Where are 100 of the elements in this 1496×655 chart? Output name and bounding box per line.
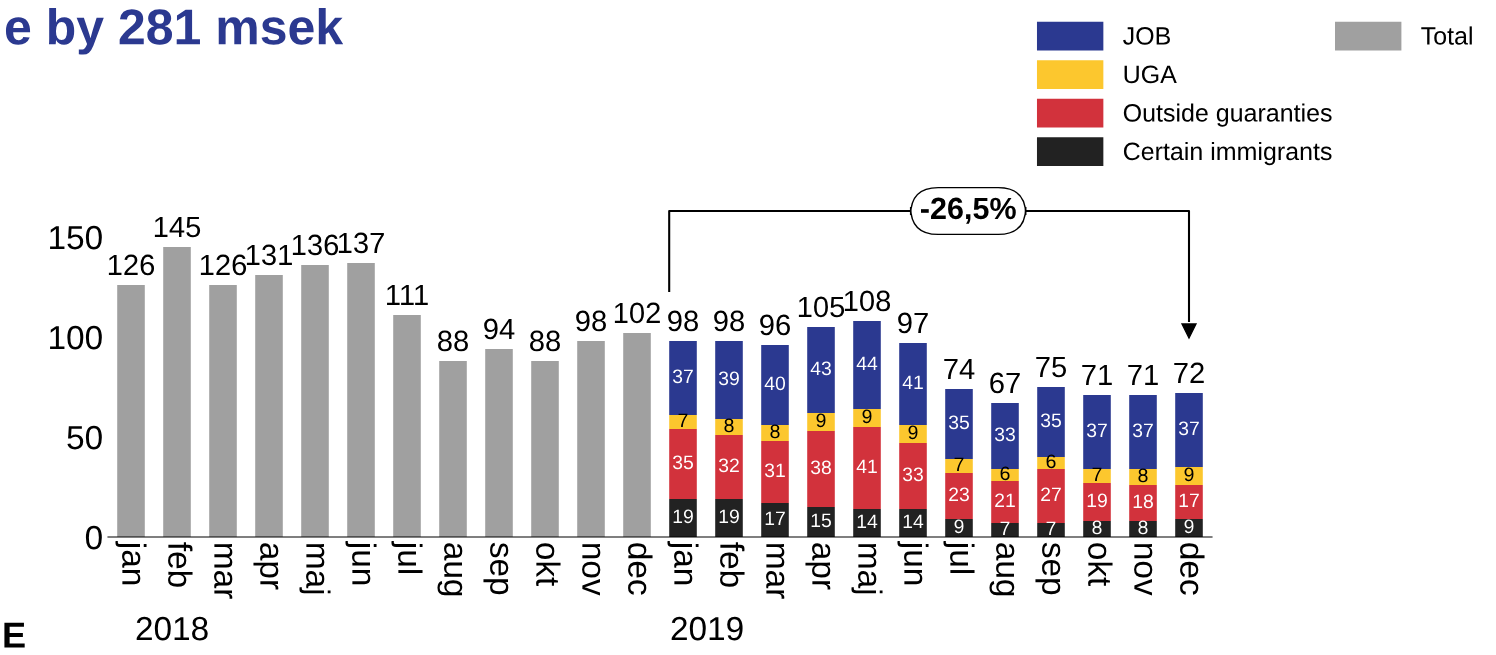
- bar: [853, 321, 881, 409]
- legend-label: Certain immigrants: [1123, 141, 1332, 166]
- x-tick-label: apr: [805, 543, 831, 590]
- data-label: 21: [995, 493, 1015, 508]
- data-label: 37: [1178, 421, 1199, 436]
- x-tick-label: sep: [483, 542, 509, 595]
- data-label: 131: [246, 244, 292, 266]
- total-label: 96: [760, 314, 790, 336]
- data-label: 9: [1184, 467, 1194, 482]
- data-label: 7: [1000, 521, 1010, 536]
- data-label: 33: [994, 427, 1015, 442]
- bar: [255, 275, 283, 537]
- bar: [1083, 395, 1111, 469]
- legend-label: UGA: [1124, 65, 1177, 84]
- data-label: 37: [1086, 423, 1107, 438]
- x-tick-label: feb: [168, 542, 193, 587]
- data-label: 32: [718, 458, 739, 473]
- x-tick-label: dec: [1180, 543, 1205, 595]
- data-label: 35: [672, 455, 693, 470]
- data-label: 31: [764, 463, 785, 478]
- bar: [209, 285, 237, 537]
- x-tick-label: jan: [115, 541, 147, 585]
- data-label: 43: [810, 361, 831, 376]
- y-tick-label: 0: [85, 525, 102, 550]
- data-label: 145: [154, 216, 201, 238]
- bar: [715, 435, 743, 499]
- bar: [945, 459, 973, 473]
- data-label: 102: [614, 302, 660, 324]
- x-tick-label: aug: [437, 543, 463, 596]
- bar: [715, 499, 743, 537]
- total-label: 71: [1128, 364, 1158, 385]
- bar: [669, 429, 697, 499]
- x-tick-label: okt: [1088, 543, 1113, 587]
- x-tick-label: jan: [667, 541, 699, 585]
- x-tick-label: jul: [391, 541, 423, 573]
- x-tick-label: apr: [253, 543, 279, 590]
- bar: [1175, 467, 1203, 485]
- data-label: 9: [862, 409, 872, 424]
- bar: [485, 349, 513, 537]
- data-label: 44: [856, 356, 878, 371]
- x-tick-label: mar: [766, 544, 785, 599]
- data-label: 7: [678, 413, 688, 428]
- x-tick-label: mar: [214, 544, 233, 599]
- bar: [669, 415, 697, 429]
- data-label: 8: [1138, 520, 1148, 535]
- text: E: [4, 622, 25, 648]
- chart-title: e by 281 msek: [5, 8, 344, 55]
- bar: [1129, 485, 1157, 521]
- data-label: 136: [292, 234, 339, 256]
- x-tick-label: nov: [582, 544, 601, 596]
- x-tick-label: jun: [345, 541, 377, 585]
- data-label: 19: [719, 509, 739, 524]
- bar: [1175, 393, 1203, 467]
- bar: [669, 341, 697, 415]
- total-label: 74: [944, 358, 975, 379]
- x-tick-label: jun: [897, 541, 929, 585]
- data-label: 7: [1046, 521, 1056, 536]
- data-label: 9: [908, 425, 918, 440]
- data-label: 33: [902, 467, 923, 482]
- legend-label: JOB: [1123, 27, 1170, 45]
- data-label: 14: [903, 514, 924, 529]
- data-label: 94: [484, 318, 515, 340]
- total-label: 98: [714, 310, 744, 332]
- bar: [945, 389, 973, 459]
- bar: [1175, 485, 1203, 519]
- bar: [1083, 483, 1111, 521]
- x-tick-label: nov: [1134, 544, 1153, 596]
- total-label: 97: [898, 312, 928, 334]
- bar: [301, 265, 329, 537]
- bar: [853, 427, 881, 509]
- bar: [761, 345, 789, 425]
- data-label: 8: [724, 418, 734, 433]
- data-label: 27: [1041, 487, 1061, 502]
- total-label: 98: [668, 310, 698, 332]
- total-label: 67: [990, 372, 1020, 394]
- data-label: 18: [1133, 494, 1153, 509]
- bar: [899, 443, 927, 509]
- data-label: 19: [673, 509, 693, 524]
- bar: [163, 247, 191, 537]
- bar: [439, 361, 467, 537]
- data-label: 8: [1138, 468, 1148, 483]
- data-label: 8: [770, 424, 780, 439]
- data-label: 41: [902, 375, 923, 390]
- data-label: 35: [1040, 413, 1061, 428]
- legend-label: Outside guaranties: [1123, 103, 1332, 127]
- data-label: 19: [1087, 493, 1107, 508]
- bar: [761, 503, 789, 537]
- bar: [623, 333, 651, 537]
- bar: [117, 285, 145, 537]
- data-label: 88: [438, 330, 468, 352]
- text: -26,5%: [920, 197, 1016, 224]
- text: 2018: [136, 616, 208, 641]
- bar: [393, 315, 421, 537]
- bar: [761, 441, 789, 503]
- total-label: 72: [1174, 362, 1204, 383]
- data-label: 126: [108, 254, 155, 276]
- data-label: 15: [811, 513, 831, 528]
- total-label: 75: [1036, 356, 1066, 378]
- data-label: 38: [810, 460, 831, 475]
- bar: [853, 409, 881, 427]
